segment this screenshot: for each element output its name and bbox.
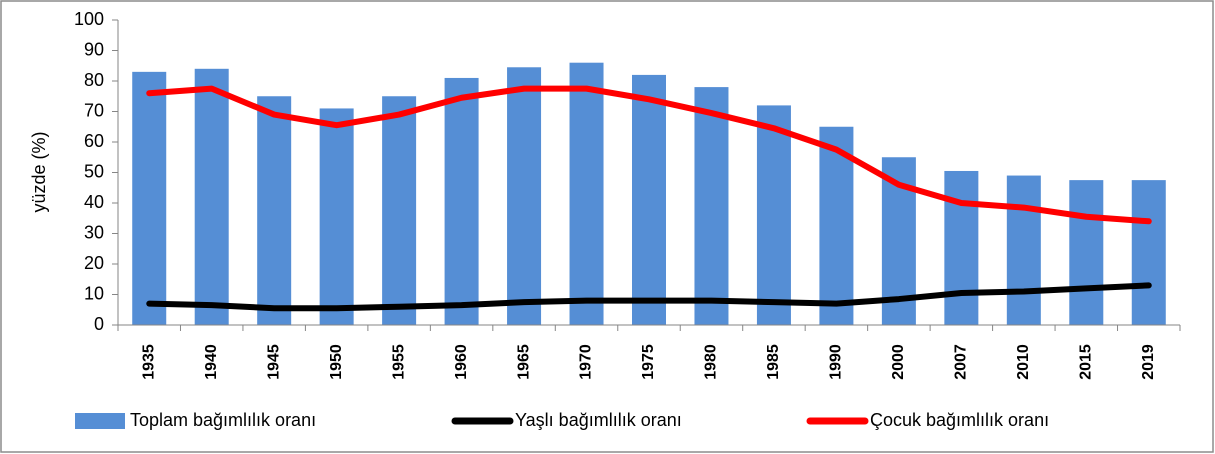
y-tick-label: 0 bbox=[94, 314, 104, 334]
legend-label: Yaşlı bağımlılık oranı bbox=[515, 410, 682, 430]
bar bbox=[944, 170, 979, 325]
y-tick-label: 40 bbox=[84, 192, 104, 212]
y-tick-label: 60 bbox=[84, 131, 104, 151]
y-tick-label: 100 bbox=[74, 9, 104, 29]
y-tick-label: 50 bbox=[84, 161, 104, 181]
y-tick-label: 80 bbox=[84, 70, 104, 90]
x-tick-label: 1975 bbox=[640, 344, 657, 380]
x-tick-label: 2015 bbox=[1078, 344, 1095, 380]
x-tick-label: 1935 bbox=[140, 344, 157, 380]
y-axis-title: yüzde (%) bbox=[29, 131, 49, 212]
bar bbox=[1069, 180, 1104, 325]
bar bbox=[132, 71, 167, 325]
bar bbox=[507, 67, 542, 326]
x-tick-label: 1955 bbox=[390, 344, 407, 380]
x-tick-label: 1980 bbox=[703, 344, 720, 380]
bar bbox=[1131, 180, 1166, 325]
x-tick-label: 2019 bbox=[1140, 344, 1157, 380]
bar bbox=[819, 126, 854, 325]
bar bbox=[1006, 175, 1041, 325]
x-tick-label: 1940 bbox=[203, 344, 220, 380]
bar bbox=[319, 108, 354, 325]
bar bbox=[756, 105, 791, 326]
x-tick-label: 1945 bbox=[265, 344, 282, 380]
bar bbox=[444, 77, 479, 325]
x-tick-label: 2010 bbox=[1015, 344, 1032, 380]
bar bbox=[632, 74, 666, 326]
x-tick-label: 1985 bbox=[765, 344, 782, 380]
legend-label: Çocuk bağımlılık oranı bbox=[870, 410, 1049, 430]
bar bbox=[257, 96, 292, 325]
bar bbox=[382, 96, 417, 325]
y-tick-label: 20 bbox=[84, 253, 104, 273]
x-tick-label: 1960 bbox=[453, 344, 470, 380]
x-tick-label: 2007 bbox=[953, 344, 970, 380]
x-tick-label: 2000 bbox=[890, 344, 907, 380]
bar bbox=[194, 68, 229, 326]
x-tick-label: 1990 bbox=[828, 344, 845, 380]
y-tick-label: 30 bbox=[84, 222, 104, 242]
y-tick-label: 10 bbox=[84, 283, 104, 303]
bar bbox=[569, 62, 604, 325]
x-tick-label: 1965 bbox=[515, 344, 532, 380]
bar bbox=[694, 87, 729, 325]
line-series bbox=[146, 282, 1152, 312]
legend-label: Toplam bağımlılık oranı bbox=[130, 410, 316, 430]
line-series bbox=[146, 85, 1152, 225]
legend-swatch bbox=[75, 413, 125, 429]
y-tick-label: 70 bbox=[84, 100, 104, 120]
y-tick-label: 90 bbox=[84, 39, 104, 59]
x-tick-label: 1950 bbox=[328, 344, 345, 380]
x-tick-label: 1970 bbox=[578, 344, 595, 380]
